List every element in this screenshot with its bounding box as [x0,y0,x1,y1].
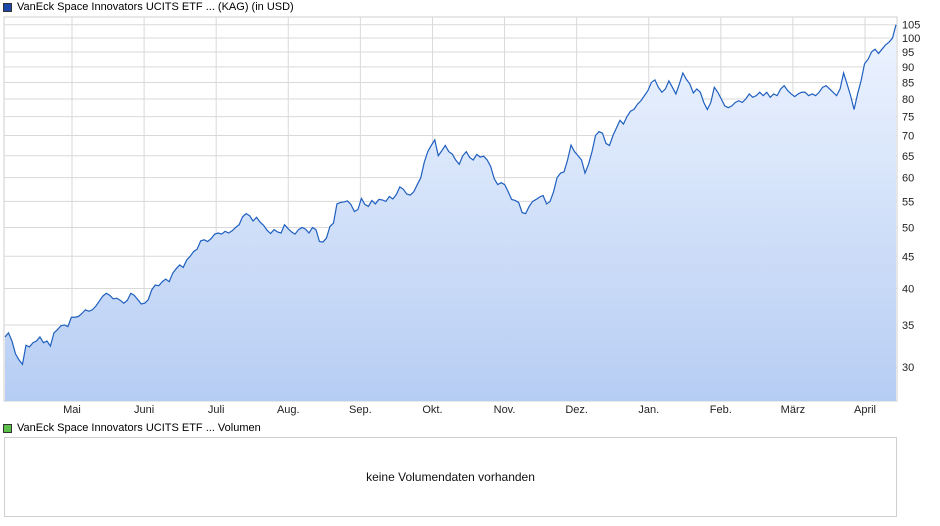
y-tick-label: 65 [902,151,914,163]
x-tick-label: Jan. [638,404,659,416]
volume-legend-label: VanEck Space Innovators UCITS ETF ... Vo… [17,422,261,434]
y-tick-label: 55 [902,196,914,208]
volume-legend: VanEck Space Innovators UCITS ETF ... Vo… [3,421,261,435]
x-tick-label: Feb. [710,404,732,416]
y-tick-label: 35 [902,320,914,332]
y-tick-label: 105 [902,20,920,32]
y-tick-label: 75 [902,112,914,124]
y-tick-label: 85 [902,77,914,89]
y-tick-label: 50 [902,222,914,234]
price-line [4,24,897,366]
y-tick-label: 30 [902,362,914,374]
y-tick-label: 100 [902,33,920,45]
y-tick-label: 60 [902,173,914,185]
x-tick-label: Nov. [494,404,516,416]
x-tick-label: April [854,404,876,416]
x-tick-label: Dez. [565,404,588,416]
x-tick-label: Juni [134,404,154,416]
x-tick-label: Juli [208,404,225,416]
x-axis: Mai Juni Juli Aug. Sep. Okt. Nov. Dez. Jan. Feb. M… [63,404,876,416]
x-tick-label: Mai [63,404,81,416]
x-tick-label: Okt. [422,404,442,416]
y-tick-label: 90 [902,62,914,74]
price-area [5,24,896,401]
volume-panel: keine Volumendaten vorhanden [4,437,897,517]
volume-legend-swatch [3,423,12,433]
y-tick-label: 95 [902,47,914,59]
volume-empty-message: keine Volumendaten vorhanden [366,470,535,484]
x-tick-label: März [781,404,805,416]
x-tick-label: Aug. [277,404,300,416]
y-tick-label: 70 [902,131,914,143]
price-legend: VanEck Space Innovators UCITS ETF ... (K… [3,0,294,14]
price-legend-label: VanEck Space Innovators UCITS ETF ... (K… [17,1,294,13]
x-tick-label: Sep. [349,404,372,416]
y-tick-label: 80 [902,94,914,106]
y-tick-label: 40 [902,283,914,295]
y-tick-label: 45 [902,251,914,263]
price-legend-swatch [3,2,12,12]
